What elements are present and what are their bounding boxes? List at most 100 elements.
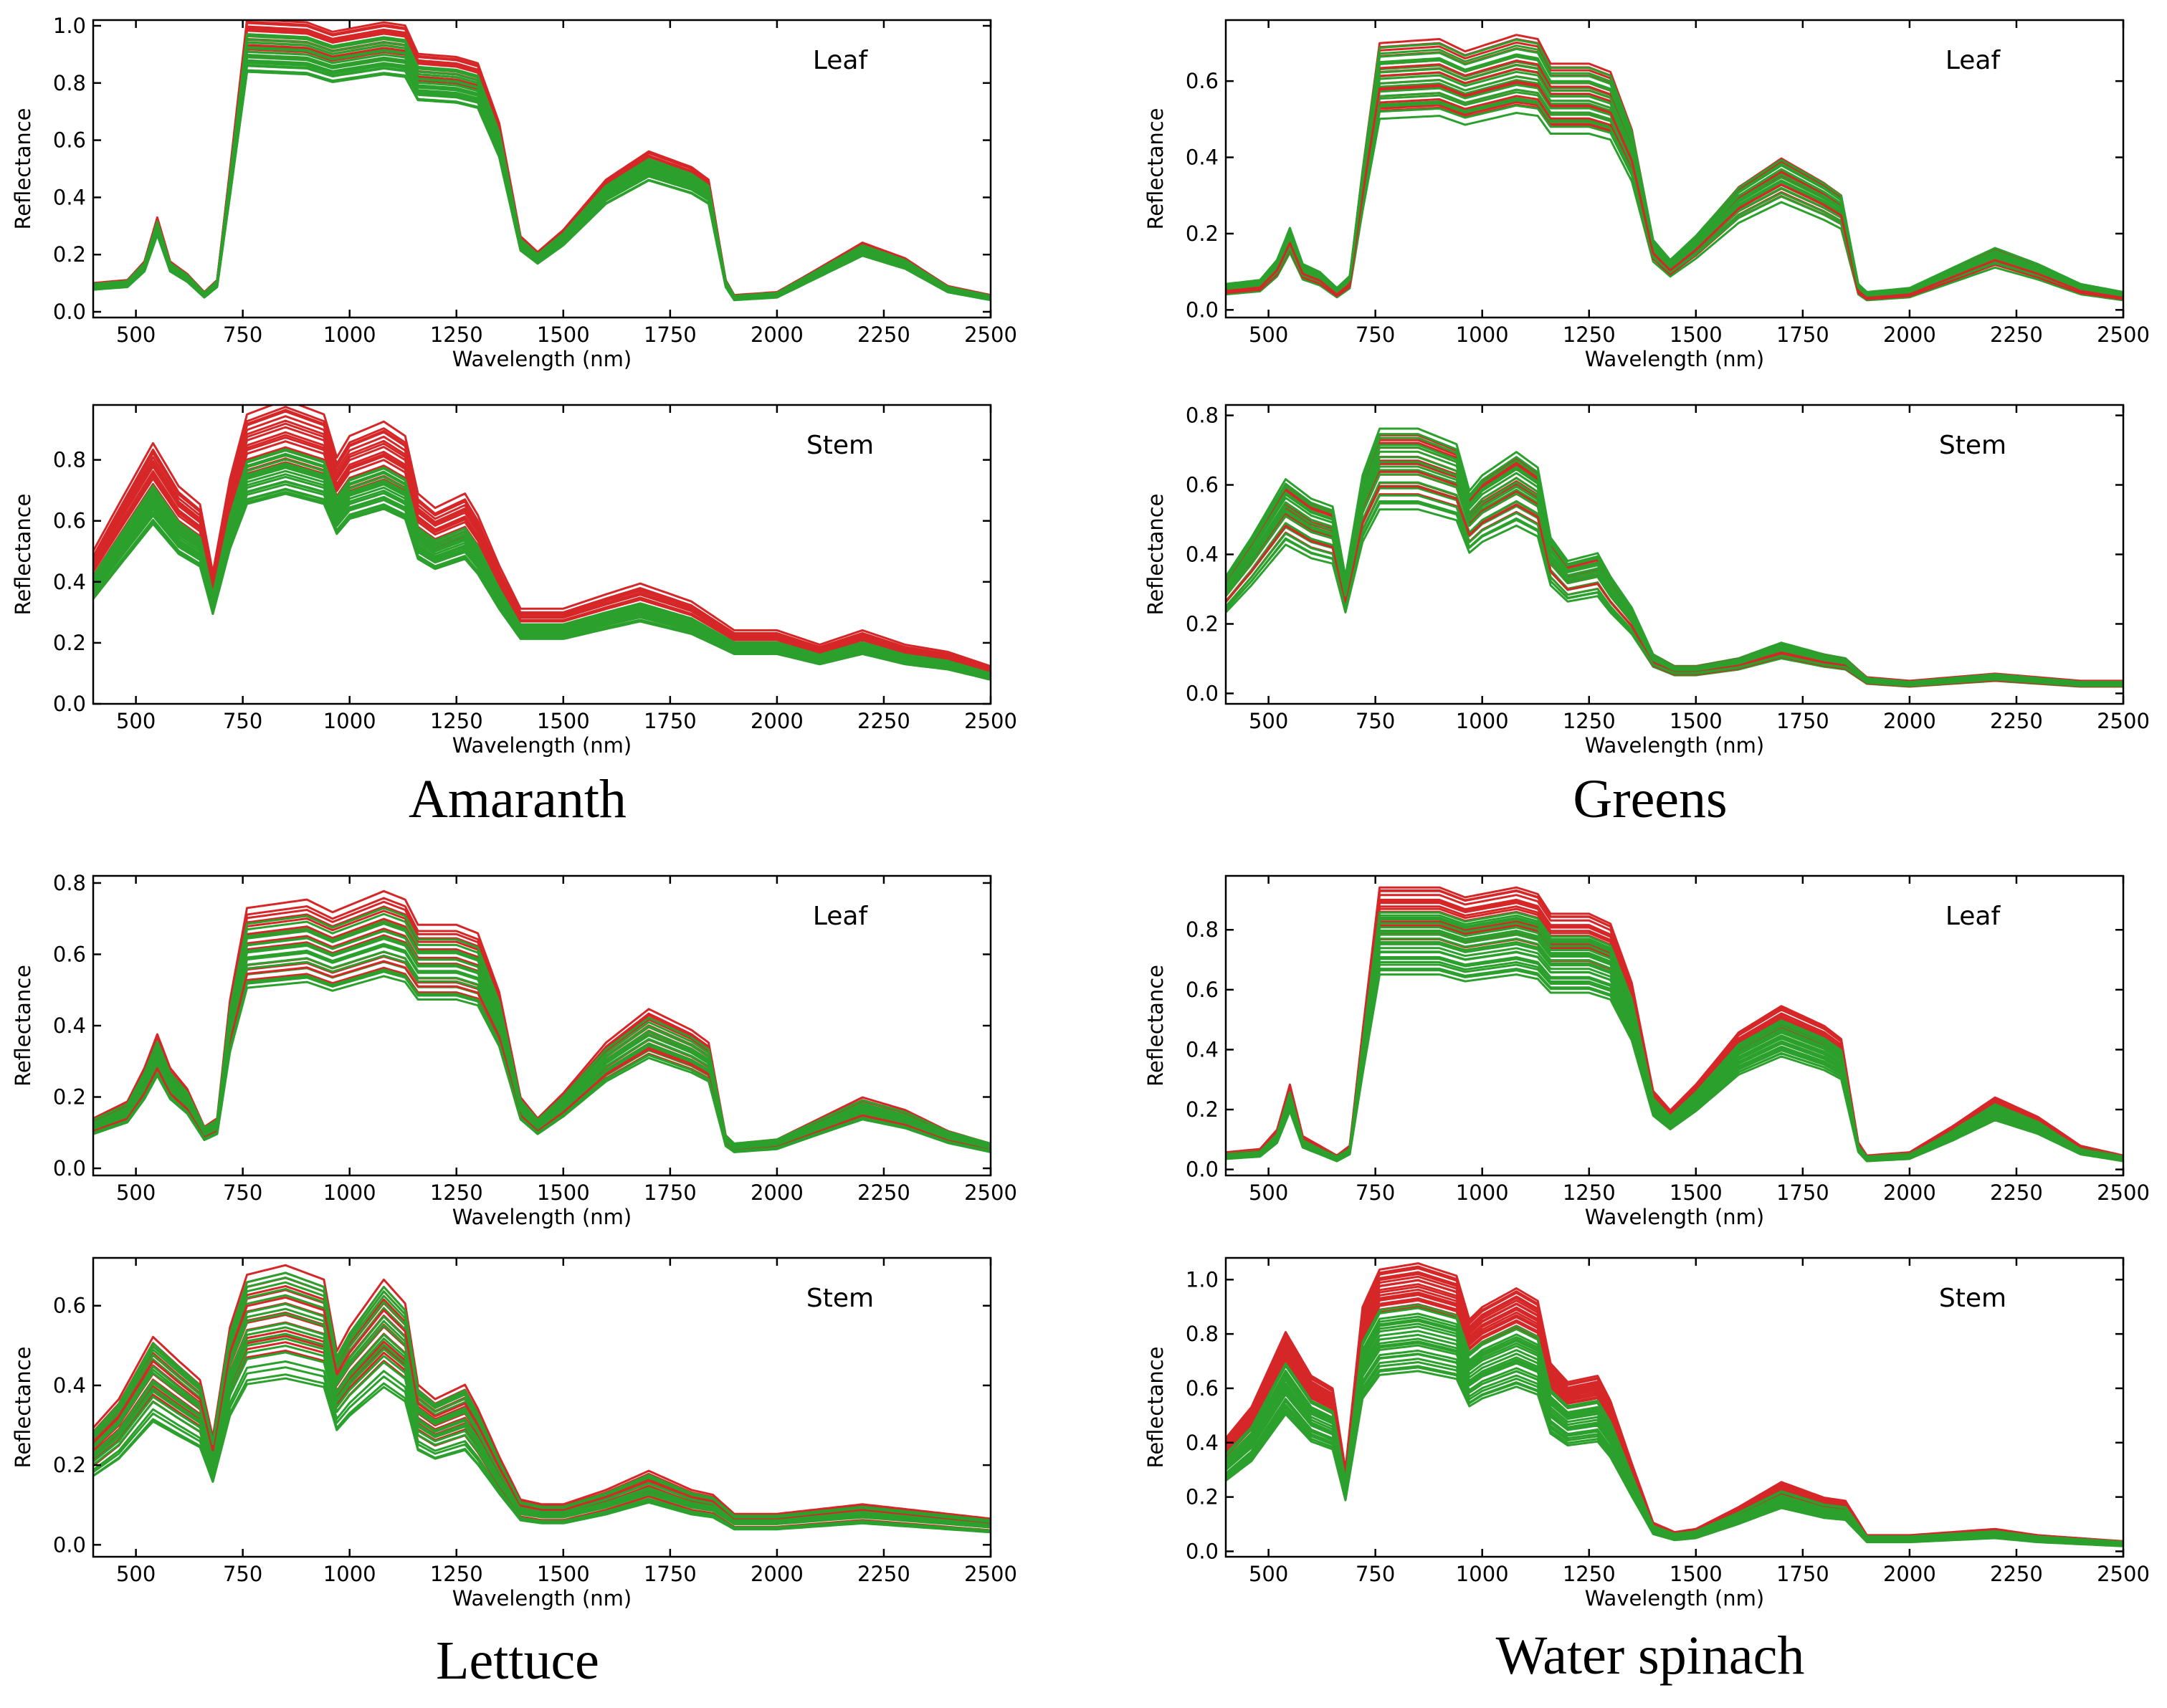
group-title-greens: Greens bbox=[1573, 769, 1727, 829]
y-tick-label: 0.0 bbox=[1186, 297, 1219, 322]
y-axis-title: Reflectance bbox=[1143, 965, 1168, 1087]
panel-greens-stem: 500 750 1000 1250 1500 1750 2000 2250 2500 0.0 0.2… bbox=[1143, 404, 2150, 758]
spectrum-line-green bbox=[93, 70, 991, 301]
y-tick-label: 0.2 bbox=[53, 1085, 86, 1110]
x-tick-label: 2500 bbox=[2097, 323, 2150, 347]
spectrum-line-green bbox=[93, 492, 991, 680]
x-tick-label: 750 bbox=[1356, 709, 1395, 733]
spectrum-line-red bbox=[1226, 434, 2123, 685]
panel-tag-label: Leaf bbox=[813, 46, 869, 75]
spectrum-line-green bbox=[1226, 39, 2123, 293]
x-tick-label: 1500 bbox=[1670, 1562, 1723, 1586]
spectrum-line-red bbox=[93, 405, 991, 668]
x-tick-label: 2000 bbox=[751, 1180, 804, 1205]
x-axis-title: Wavelength (nm) bbox=[1585, 1586, 1765, 1611]
x-tick-label: 1000 bbox=[1456, 709, 1509, 733]
y-tick-label: 0.6 bbox=[1186, 473, 1219, 497]
x-tick-label: 750 bbox=[1356, 1180, 1395, 1205]
spectrum-line-green bbox=[1226, 1361, 2123, 1547]
panel-water-spinach-leaf: 500 750 1000 1250 1500 1750 2000 2250 2500 0.0 0.2… bbox=[1143, 874, 2150, 1229]
plot-frame bbox=[1224, 1256, 2125, 1558]
x-tick-label: 1250 bbox=[430, 323, 483, 347]
x-tick-label: 2500 bbox=[2097, 1562, 2150, 1586]
x-tick-label: 2500 bbox=[964, 709, 1017, 733]
spectrum-line-green bbox=[93, 1272, 991, 1523]
x-tick-label: 1250 bbox=[430, 1562, 483, 1586]
x-tick-label: 2000 bbox=[751, 323, 804, 347]
spectrum-line-red bbox=[1226, 1262, 2123, 1543]
x-tick-label: 2500 bbox=[964, 323, 1017, 347]
y-tick-label: 1.0 bbox=[53, 14, 86, 38]
spectra-group bbox=[1226, 886, 2123, 1163]
plot-frame bbox=[1224, 874, 2125, 1177]
x-tick-label: 2000 bbox=[1883, 1180, 1936, 1205]
x-tick-label: 2500 bbox=[964, 1562, 1017, 1586]
x-tick-label: 750 bbox=[223, 709, 262, 733]
x-tick-label: 1500 bbox=[1670, 323, 1723, 347]
x-axis-title: Wavelength (nm) bbox=[452, 1205, 632, 1229]
panel-tag-label: Leaf bbox=[1945, 46, 2001, 75]
x-tick-label: 2250 bbox=[1990, 1562, 2043, 1586]
x-tick-label: 1250 bbox=[1563, 709, 1616, 733]
x-tick-label: 1750 bbox=[1776, 709, 1829, 733]
y-tick-label: 0.2 bbox=[1186, 611, 1219, 636]
y-tick-label: 0.2 bbox=[53, 1453, 86, 1477]
spectrum-line-red bbox=[93, 889, 991, 1145]
plot-frame bbox=[92, 404, 992, 705]
x-tick-label: 1250 bbox=[1563, 323, 1616, 347]
spectra-group bbox=[93, 1264, 991, 1534]
x-tick-label: 500 bbox=[116, 1180, 156, 1205]
panel-tag-label: Stem bbox=[806, 431, 874, 460]
x-tick-label: 2000 bbox=[751, 1562, 804, 1586]
x-axis-title: Wavelength (nm) bbox=[452, 1586, 632, 1611]
spectrum-line-green bbox=[1226, 104, 2123, 298]
x-axis-title: Wavelength (nm) bbox=[452, 347, 632, 371]
spectrum-line-red bbox=[93, 22, 991, 297]
x-tick-label: 1000 bbox=[1456, 323, 1509, 347]
x-tick-label: 750 bbox=[1356, 1562, 1395, 1586]
spectrum-line-green bbox=[93, 56, 991, 298]
x-tick-label: 2000 bbox=[1883, 709, 1936, 733]
x-tick-label: 500 bbox=[1249, 709, 1288, 733]
spectrum-line-green bbox=[93, 458, 991, 677]
panel-lettuce-stem: 500 750 1000 1250 1500 1750 2000 2250 2500 0.0 0.2… bbox=[11, 1256, 1017, 1611]
x-tick-label: 1500 bbox=[1670, 709, 1723, 733]
panel-tag-label: Stem bbox=[806, 1284, 874, 1313]
panel-amaranth-leaf: 500 750 1000 1250 1500 1750 2000 2250 2500 0.0 0.2… bbox=[11, 14, 1017, 371]
group-title-water-spinach: Water spinach bbox=[1496, 1626, 1805, 1686]
y-axis-title: Reflectance bbox=[1143, 108, 1168, 229]
spectrum-line-red bbox=[93, 1264, 991, 1520]
spectrum-line-green bbox=[93, 56, 991, 300]
x-axis-title: Wavelength (nm) bbox=[1585, 733, 1765, 758]
x-axis-title: Wavelength (nm) bbox=[1585, 347, 1765, 371]
y-tick-label: 0.6 bbox=[53, 942, 86, 966]
x-tick-label: 2250 bbox=[1990, 323, 2043, 347]
spectra-group bbox=[93, 20, 991, 302]
spectrum-line-green bbox=[93, 1373, 991, 1534]
spectrum-line-red bbox=[1226, 442, 2123, 682]
spectrum-line-green bbox=[93, 1281, 991, 1522]
y-axis-title: Reflectance bbox=[1143, 1346, 1168, 1468]
y-tick-label: 0.6 bbox=[1186, 69, 1219, 93]
spectrum-line-red bbox=[93, 54, 991, 300]
plot-frame bbox=[92, 19, 992, 319]
x-tick-label: 2250 bbox=[1990, 1180, 2043, 1205]
x-tick-label: 500 bbox=[116, 709, 156, 733]
y-tick-label: 0.2 bbox=[53, 631, 86, 655]
spectrum-line-green bbox=[93, 950, 991, 1150]
spectrum-line-green bbox=[93, 920, 991, 1148]
spectra-group bbox=[1226, 427, 2123, 688]
x-tick-label: 2250 bbox=[857, 1562, 910, 1586]
panel-lettuce-leaf: 500 750 1000 1250 1500 1750 2000 2250 2500 0.0 0.2… bbox=[11, 871, 1017, 1229]
x-tick-label: 2500 bbox=[2097, 1180, 2150, 1205]
spectrum-line-green bbox=[93, 483, 991, 679]
x-tick-label: 1000 bbox=[1456, 1180, 1509, 1205]
spectra-group bbox=[1226, 34, 2123, 302]
x-tick-label: 2250 bbox=[857, 1180, 910, 1205]
y-tick-label: 0.8 bbox=[53, 448, 86, 472]
panel-amaranth-stem: 500 750 1000 1250 1500 1750 2000 2250 2500 0.0 0.2… bbox=[11, 404, 1017, 758]
y-tick-label: 0.6 bbox=[1186, 978, 1219, 1002]
spectrum-line-green bbox=[1226, 1320, 2123, 1545]
y-axis-title: Reflectance bbox=[1143, 493, 1168, 615]
